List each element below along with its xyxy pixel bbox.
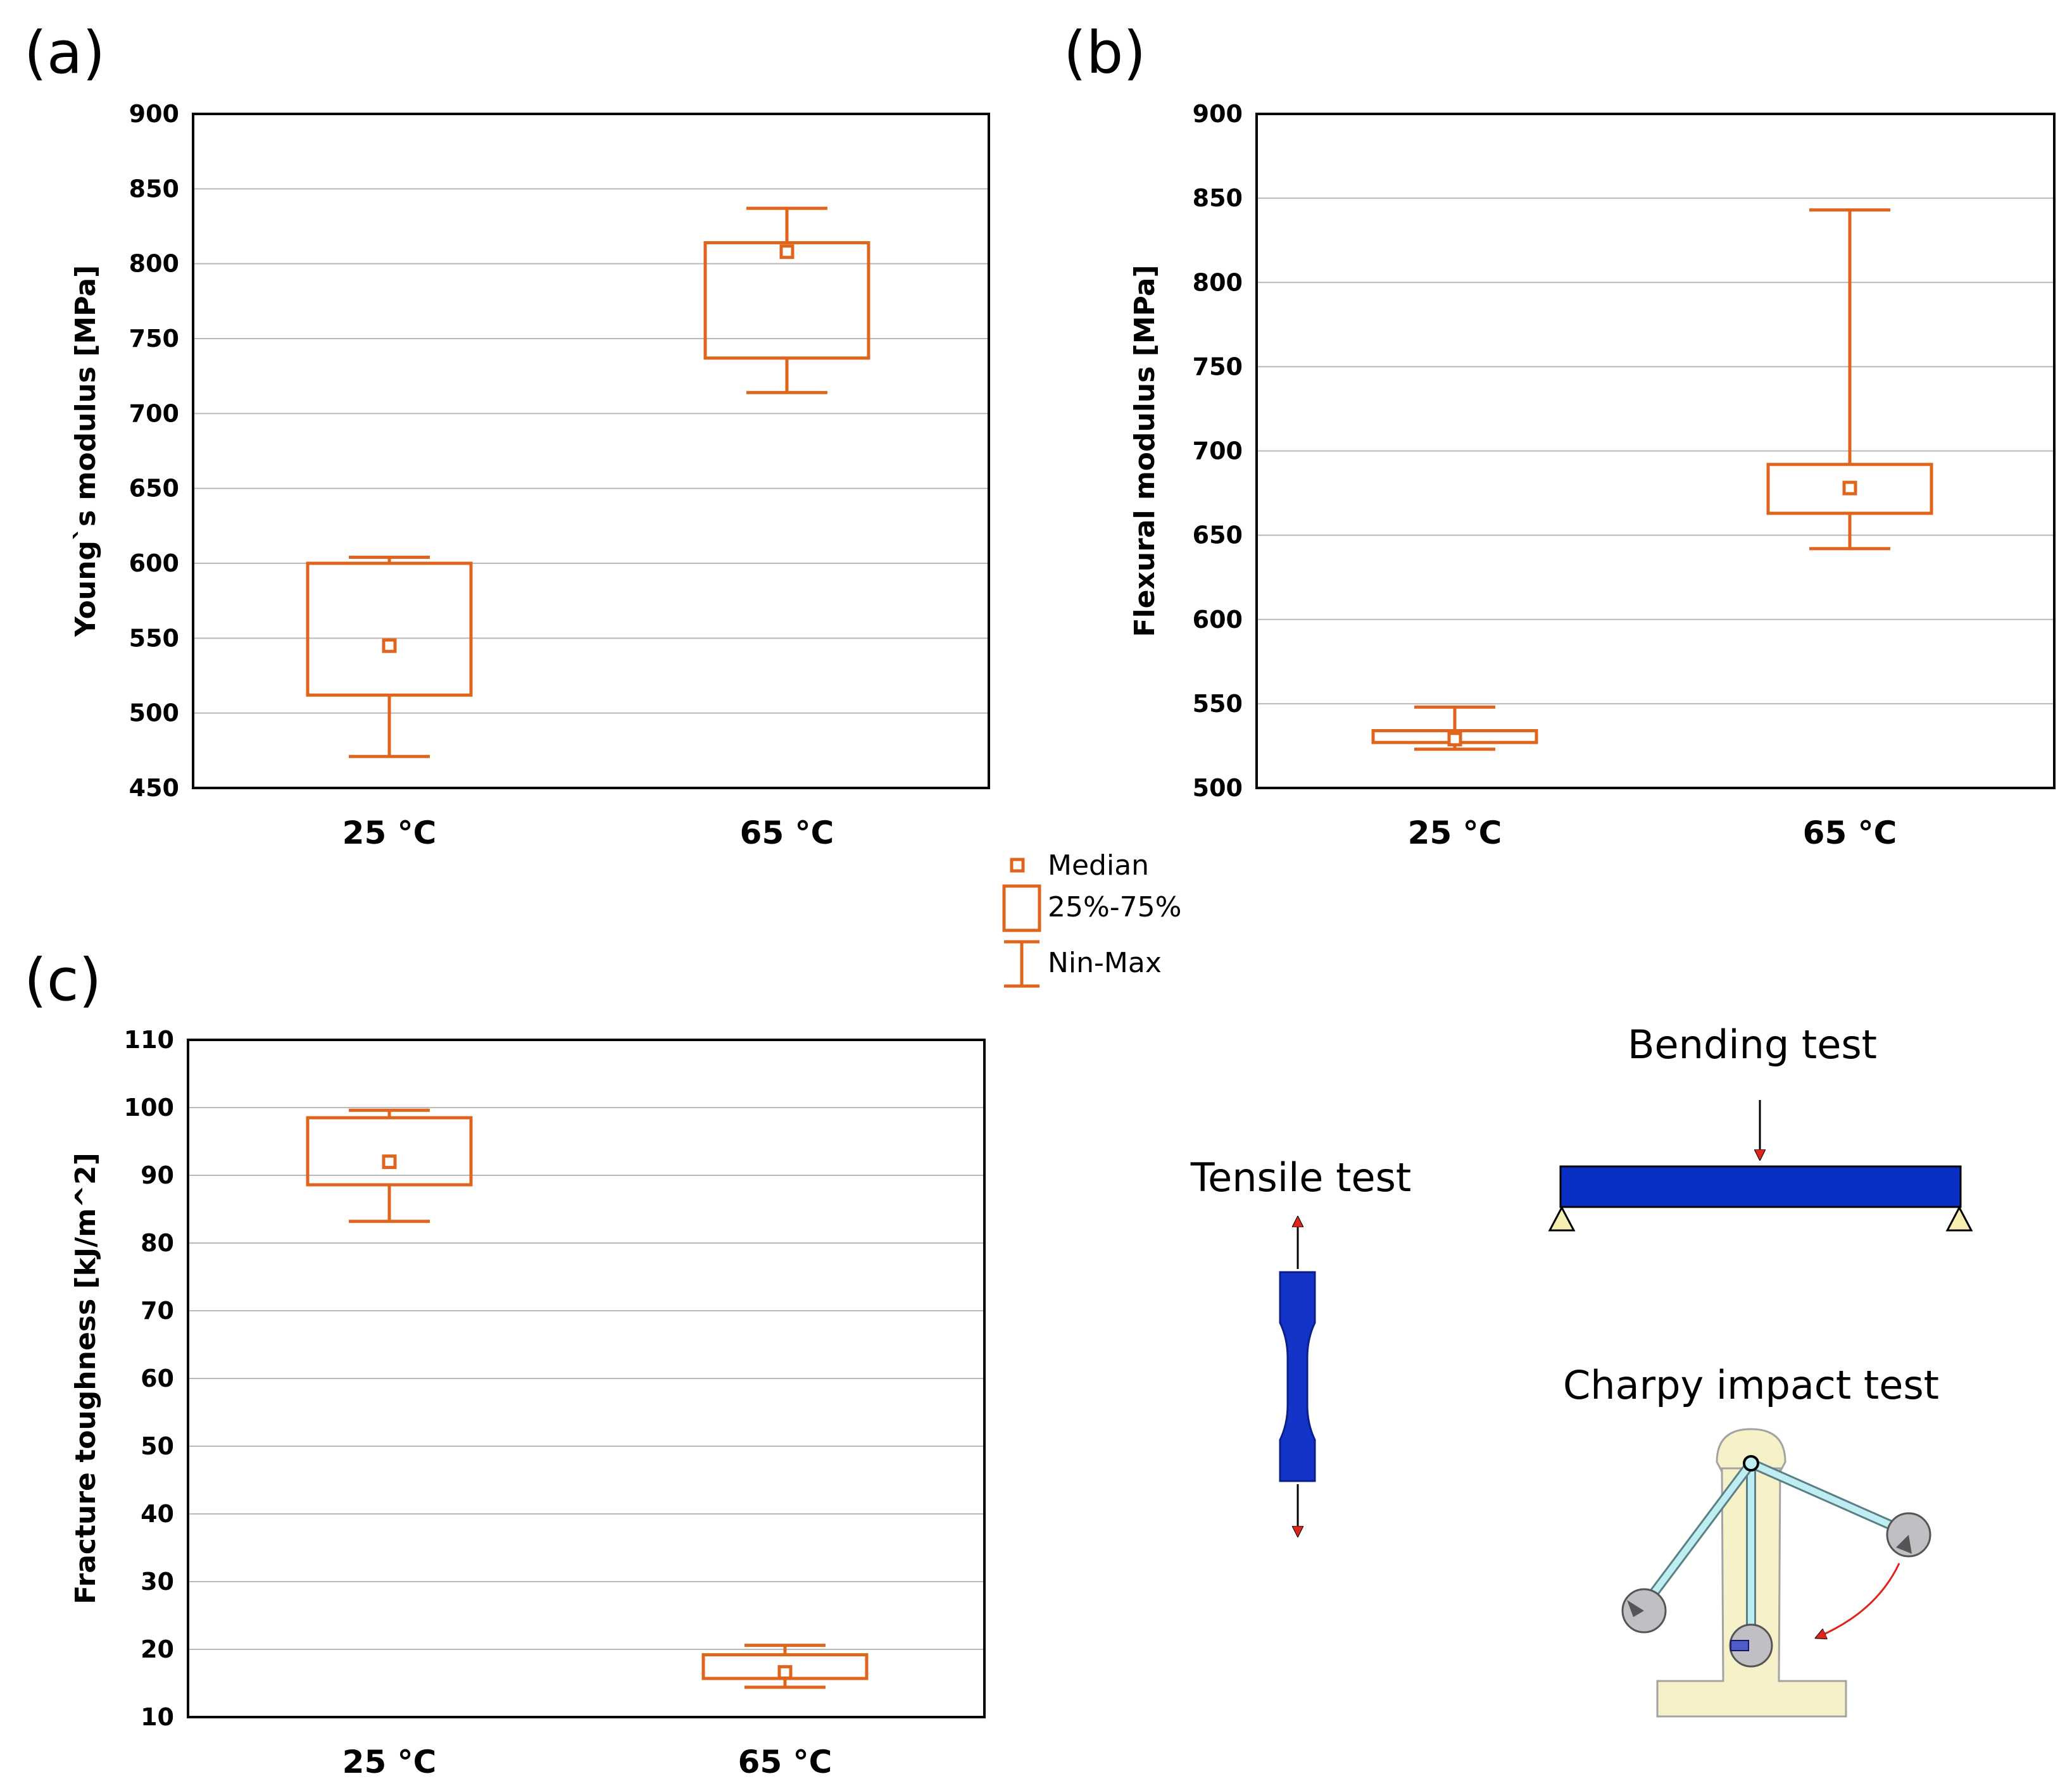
y-tick-label: 750 xyxy=(1193,353,1243,380)
chart-a-youngs-modulus: 450 500 550 600 650 700 750 800 850 900 Young`s mo… xyxy=(70,100,990,851)
y-tick-label: 500 xyxy=(129,699,179,727)
x-category-label: 25 °C xyxy=(342,815,437,851)
chart-c-fracture-toughness: 10 20 30 40 50 60 70 80 90 100 110 Fracture toughne… xyxy=(70,1026,986,1780)
charpy-impact-illustration: Charpy impact test xyxy=(1563,1362,1939,1718)
y-tick-label: 850 xyxy=(129,175,179,203)
box-plot-65c xyxy=(701,1644,869,1689)
y-axis-label: Flexural modulus [MPa] xyxy=(1129,265,1161,637)
legend-box-marker xyxy=(1002,884,1041,932)
y-tick-label: 90 xyxy=(141,1161,174,1189)
bending-right-support xyxy=(1945,1205,1973,1232)
iqr-box xyxy=(306,561,473,697)
iqr-box xyxy=(306,1116,473,1187)
median-marker xyxy=(382,638,397,653)
y-tick-label: 100 xyxy=(124,1094,174,1122)
chart-b-flexural-modulus: 500 550 600 650 700 750 800 850 900 Flexural modu… xyxy=(1129,100,2056,851)
iqr-box xyxy=(703,241,870,360)
plot-frame xyxy=(187,1039,986,1718)
y-tick-label: 850 xyxy=(1193,184,1243,212)
y-tick-label: 650 xyxy=(129,475,179,503)
bending-test-illustration: Bending test xyxy=(1548,1022,1973,1232)
plot-frame xyxy=(1255,113,2056,789)
bending-left-support xyxy=(1548,1205,1576,1232)
legend-whisker-marker xyxy=(1004,940,1039,988)
panel-a-letter: (a) xyxy=(24,19,105,87)
box-plot-25c xyxy=(306,556,473,758)
charpy-test-title: Charpy impact test xyxy=(1563,1362,1939,1408)
bending-beam xyxy=(1559,1165,1962,1208)
y-tick-label: 450 xyxy=(129,774,179,802)
panel-b-letter: (b) xyxy=(1064,19,1146,87)
y-tick-label: 800 xyxy=(1193,268,1243,296)
median-marker xyxy=(777,1665,793,1680)
charpy-swing-arrow xyxy=(1820,1563,1900,1636)
y-tick-label: 70 xyxy=(141,1297,174,1325)
box-plot-65c xyxy=(703,206,870,394)
x-category-label: 65 °C xyxy=(1803,815,1897,851)
legend: Median 25%-75% Nin-Max xyxy=(1002,849,1181,988)
y-tick-label: 700 xyxy=(1193,437,1243,465)
y-tick-label: 600 xyxy=(1193,606,1243,634)
median-marker xyxy=(1447,732,1462,747)
y-axis-label: Young`s modulus [MPa] xyxy=(70,265,102,637)
x-category-label: 25 °C xyxy=(1408,815,1502,851)
y-tick-label: 700 xyxy=(129,399,179,427)
legend-whisker-label: Nin-Max xyxy=(1048,947,1162,979)
tensile-test-title: Tensile test xyxy=(1190,1154,1411,1201)
median-marker xyxy=(382,1154,397,1170)
bending-test-title: Bending test xyxy=(1628,1022,1877,1068)
legend-median-marker xyxy=(1010,858,1025,873)
y-tick-label: 900 xyxy=(1193,100,1243,128)
y-tick-label: 10 xyxy=(141,1703,174,1731)
y-tick-label: 650 xyxy=(1193,522,1243,549)
x-category-label: 25 °C xyxy=(342,1744,437,1780)
legend-box-label: 25%-75% xyxy=(1048,891,1181,923)
charpy-specimen xyxy=(1730,1640,1749,1651)
y-tick-label: 80 xyxy=(141,1229,174,1257)
box-plot-25c xyxy=(1371,705,1538,751)
x-category-label: 65 °C xyxy=(740,815,834,851)
charpy-pivot xyxy=(1743,1455,1759,1472)
iqr-box xyxy=(1766,463,1933,515)
median-marker xyxy=(779,244,794,259)
y-tick-label: 30 xyxy=(141,1568,174,1596)
y-tick-label: 20 xyxy=(141,1635,174,1663)
panel-c-letter: (c) xyxy=(24,946,101,1014)
y-tick-label: 900 xyxy=(129,100,179,128)
tensile-test-illustration: Tensile test xyxy=(1190,1154,1411,1532)
y-tick-label: 550 xyxy=(1193,690,1243,718)
plot-frame xyxy=(192,113,990,789)
y-tick-label: 800 xyxy=(129,250,179,278)
y-tick-label: 50 xyxy=(141,1432,174,1460)
y-tick-label: 500 xyxy=(1193,774,1243,802)
y-tick-label: 550 xyxy=(129,624,179,652)
y-tick-label: 110 xyxy=(124,1026,174,1054)
charpy-machine-top xyxy=(1716,1428,1786,1473)
median-marker xyxy=(1842,480,1857,496)
y-tick-label: 600 xyxy=(129,549,179,577)
box-plot-25c xyxy=(306,1108,473,1223)
y-tick-label: 750 xyxy=(129,325,179,353)
tensile-specimen xyxy=(1279,1271,1316,1482)
x-category-label: 65 °C xyxy=(738,1744,832,1780)
y-tick-label: 40 xyxy=(141,1500,174,1528)
legend-median-label: Median xyxy=(1048,849,1149,882)
y-axis-label: Fracture toughness [kJ/m^2] xyxy=(70,1153,102,1604)
y-tick-label: 60 xyxy=(141,1365,174,1392)
box-plot-65c xyxy=(1766,208,1933,551)
